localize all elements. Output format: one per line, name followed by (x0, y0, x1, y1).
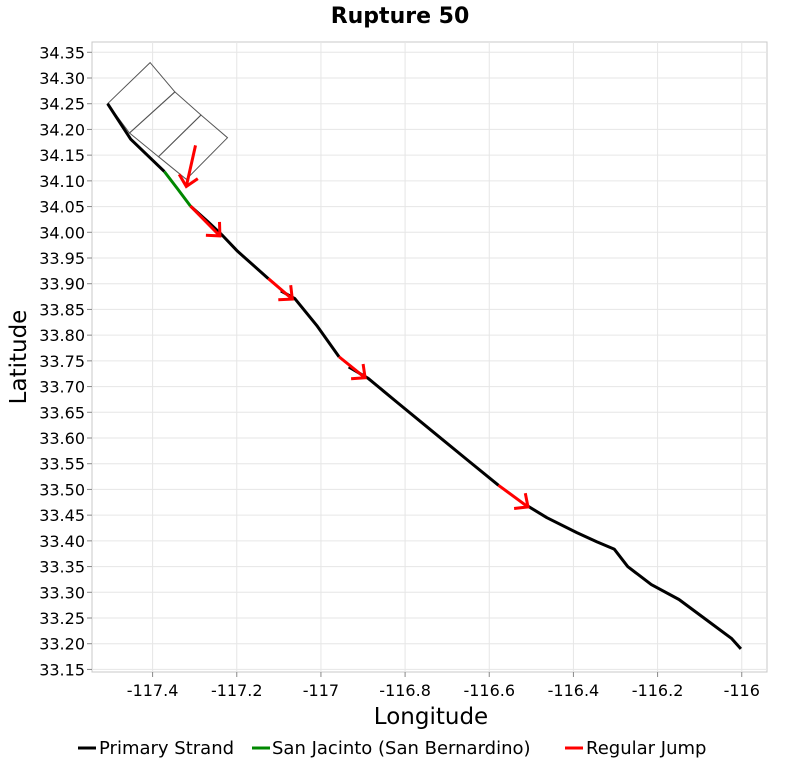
jump-arrow-head (205, 221, 222, 238)
y-tick-label: 33.35 (39, 558, 85, 577)
y-tick-label: 33.80 (39, 326, 85, 345)
jump-arrow (189, 205, 222, 238)
jump-arrow-head (513, 492, 530, 510)
y-tick-label: 34.05 (39, 198, 85, 217)
y-axis-ticks: 33.15 33.20 33.25 33.30 33.35 33.40 33.45 33.50… (39, 43, 92, 679)
jump-arrow-shaft (267, 277, 294, 301)
chart-title: Rupture 50 (331, 4, 470, 29)
y-tick-label: 33.25 (39, 609, 85, 628)
y-tick-label: 34.00 (39, 223, 85, 242)
x-tick-label: -117 (303, 681, 339, 700)
grid-lines (92, 42, 767, 672)
jump-arrow-shaft (338, 355, 367, 379)
jump-arrow-head (278, 285, 294, 302)
x-tick-label: -117.4 (127, 681, 179, 700)
x-tick-label: -116.6 (463, 681, 515, 700)
y-tick-label: 34.25 (39, 95, 85, 114)
series-line-san-jacinto (163, 170, 192, 207)
legend-label-primary-strand: Primary Strand (99, 738, 234, 759)
series-line-primary-strand (106, 102, 166, 173)
fault-outline-polygons (106, 61, 229, 180)
series-line-primary-strand (525, 503, 743, 650)
jump-arrow-head (177, 173, 199, 189)
y-tick-label: 34.10 (39, 172, 85, 191)
legend: Primary Strand San Jacinto (San Bernardi… (78, 738, 706, 759)
jump-layer (177, 145, 530, 510)
y-tick-label: 34.30 (39, 69, 85, 88)
y-tick-label: 34.20 (39, 120, 85, 139)
y-tick-label: 33.50 (39, 480, 85, 499)
y-tick-label: 34.35 (39, 43, 85, 62)
jump-arrow (267, 277, 294, 302)
jump-arrow-shaft (184, 145, 197, 187)
jump-arrow (497, 484, 530, 510)
x-tick-label: -117.2 (211, 681, 263, 700)
y-tick-label: 33.65 (39, 403, 85, 422)
legend-label-regular-jump: Regular Jump (586, 738, 706, 759)
x-tick-label: -116.2 (632, 681, 684, 700)
x-tick-label: -116 (724, 681, 760, 700)
y-tick-label: 33.85 (39, 300, 85, 319)
y-tick-label: 33.70 (39, 378, 85, 397)
jump-arrow (338, 355, 367, 381)
y-tick-label: 33.15 (39, 660, 85, 679)
x-tick-label: -116.4 (548, 681, 600, 700)
jump-arrow-shaft (497, 484, 529, 509)
y-axis-title: Latitude (6, 310, 32, 405)
y-tick-label: 33.20 (39, 635, 85, 654)
x-tick-label: -116.8 (379, 681, 431, 700)
legend-label-san-jacinto: San Jacinto (San Bernardino) (272, 738, 531, 759)
y-tick-label: 34.15 (39, 146, 85, 165)
jump-arrow-head (350, 363, 367, 381)
x-axis-title: Longitude (374, 704, 488, 730)
y-tick-label: 33.30 (39, 583, 85, 602)
y-tick-label: 33.90 (39, 275, 85, 294)
fault-outline-polygon (157, 114, 229, 180)
y-tick-label: 33.60 (39, 429, 85, 448)
jump-arrow (177, 145, 199, 189)
plot-area (91, 41, 768, 673)
y-tick-label: 33.40 (39, 532, 85, 551)
y-tick-label: 33.75 (39, 352, 85, 371)
jump-arrow-shaft (189, 205, 221, 237)
y-tick-label: 33.55 (39, 455, 85, 474)
x-axis-ticks: -117.4 -117.2 -117 -116.8 -116.6 -116.4 -116.2… (127, 672, 760, 700)
plot-frame (91, 41, 768, 673)
y-tick-label: 33.45 (39, 506, 85, 525)
y-tick-label: 33.95 (39, 249, 85, 268)
